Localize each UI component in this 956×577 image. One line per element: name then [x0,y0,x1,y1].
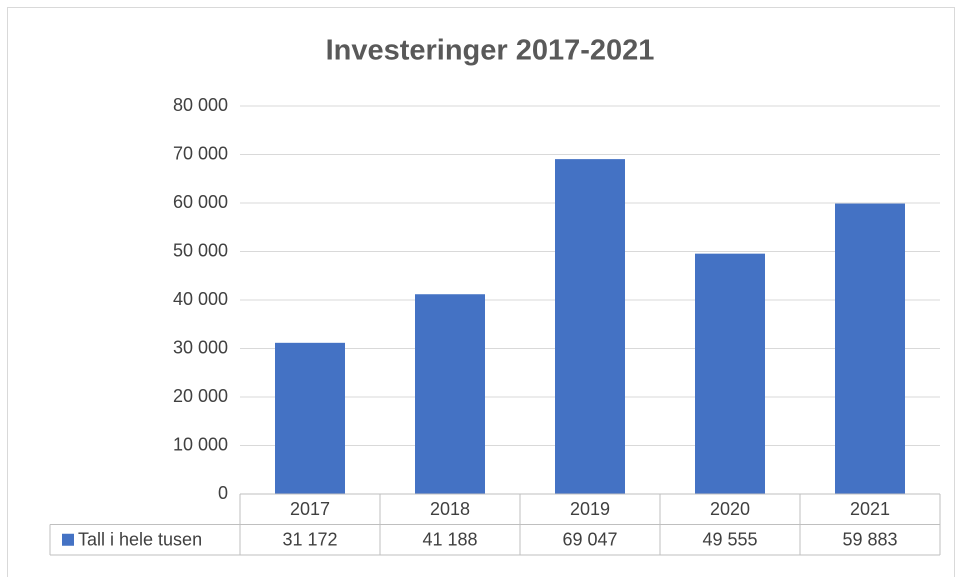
y-tick-label: 60 000 [173,192,228,212]
y-tick-label: 0 [218,483,228,503]
y-tick-label: 50 000 [173,240,228,260]
bar [835,203,905,494]
x-tick-label: 2018 [430,499,470,519]
chart-title: Investeringer 2017-2021 [326,35,655,67]
table-value: 31 172 [282,530,337,550]
y-tick-label: 70 000 [173,143,228,163]
bar [415,294,485,494]
x-tick-label: 2021 [850,499,890,519]
x-tick-label: 2020 [710,499,750,519]
x-tick-label: 2017 [290,499,330,519]
y-tick-label: 30 000 [173,337,228,357]
y-tick-label: 80 000 [173,95,228,115]
y-tick-label: 10 000 [173,434,228,454]
y-tick-label: 40 000 [173,289,228,309]
bar [275,342,345,494]
y-tick-label: 20 000 [173,386,228,406]
legend-label: Tall i hele tusen [78,530,202,550]
table-value: 69 047 [562,530,617,550]
bar [695,253,765,494]
x-tick-label: 2019 [570,499,610,519]
table-value: 41 188 [422,530,477,550]
table-value: 59 883 [842,530,897,550]
table-value: 49 555 [702,530,757,550]
bar [555,159,625,494]
legend-key [62,533,74,546]
